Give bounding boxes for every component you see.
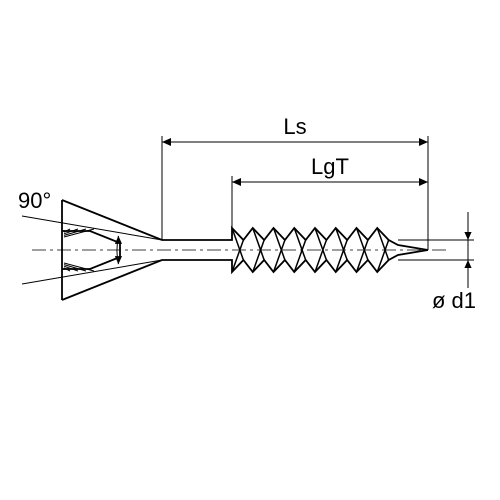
angle-label: 90° — [18, 188, 51, 213]
length-overall-label: Ls — [283, 114, 306, 139]
screw-technical-drawing: 90° LsLgT ø d1 — [0, 0, 500, 500]
length-thread-label: LgT — [311, 154, 349, 179]
diameter-label: ø d1 — [432, 288, 476, 313]
